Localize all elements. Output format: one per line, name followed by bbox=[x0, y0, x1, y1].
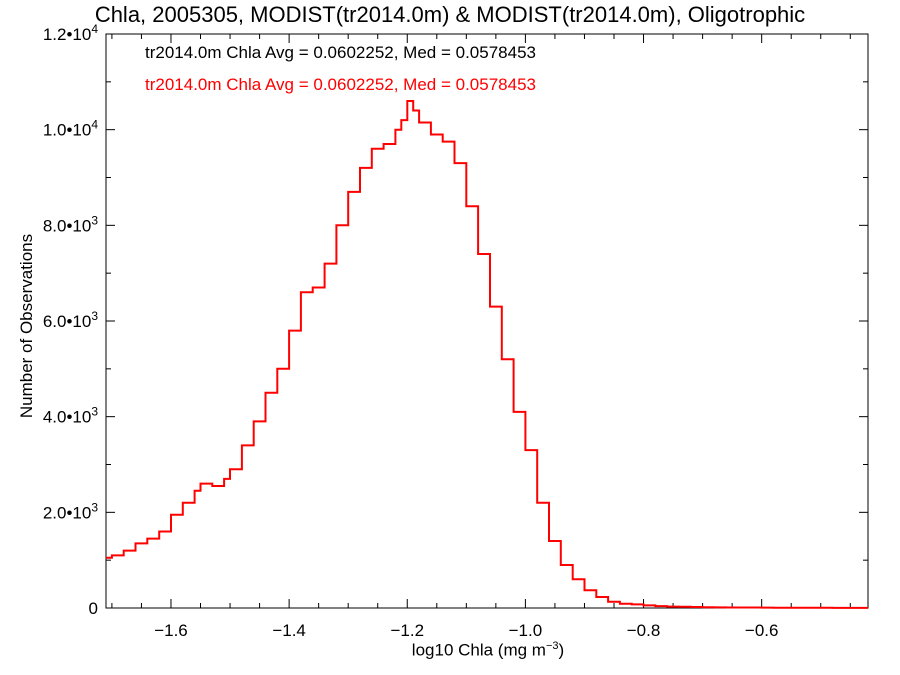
y-tick-label-3: 6.0•103 bbox=[43, 309, 99, 331]
x-tick-label-5: −0.6 bbox=[745, 621, 779, 640]
x-tick-label-4: −0.8 bbox=[627, 621, 661, 640]
legend-entry-red: tr2014.0m Chla Avg = 0.0602252, Med = 0.… bbox=[145, 75, 536, 94]
series-line-0 bbox=[106, 100, 868, 609]
x-tick-label-2: −1.2 bbox=[390, 621, 424, 640]
y-tick-label-5: 1.0•104 bbox=[43, 118, 99, 140]
y-tick-label-0: 0 bbox=[89, 599, 98, 618]
x-tick-label-1: −1.4 bbox=[272, 621, 306, 640]
legend-entry-black: tr2014.0m Chla Avg = 0.0602252, Med = 0.… bbox=[145, 43, 536, 62]
chart-title: Chla, 2005305, MODIST(tr2014.0m) & MODIS… bbox=[94, 2, 806, 27]
y-tick-label-2: 4.0•103 bbox=[43, 405, 99, 427]
plot-frame bbox=[105, 33, 869, 609]
x-tick-label-0: −1.6 bbox=[154, 621, 188, 640]
y-tick-label-4: 8.0•103 bbox=[43, 213, 99, 235]
y-tick-label-1: 2.0•103 bbox=[43, 500, 99, 522]
x-axis-label: log10 Chla (mg m−3) bbox=[411, 640, 565, 660]
x-tick-label-3: −1.0 bbox=[509, 621, 543, 640]
y-tick-label-6: 1.2•104 bbox=[43, 22, 99, 44]
